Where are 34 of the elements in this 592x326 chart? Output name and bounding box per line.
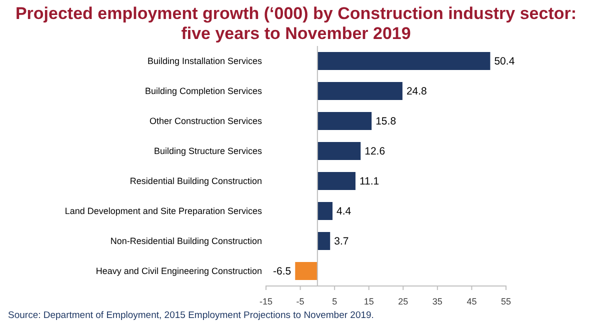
bar — [317, 52, 490, 70]
data-label: 24.8 — [406, 86, 428, 98]
y-tick-label: Building Completion Services — [144, 86, 262, 96]
y-tick-label: Building Installation Services — [147, 56, 262, 66]
chart-title: Projected employment growth (‘000) by Construction industry sector: five years to November 2019 — [14, 4, 578, 44]
bar — [317, 232, 330, 250]
data-label: 11.1 — [359, 176, 380, 188]
x-tick-label: 45 — [466, 296, 477, 306]
data-label: 3.7 — [334, 236, 349, 248]
bar — [317, 142, 361, 160]
data-label: 15.8 — [376, 116, 396, 128]
x-tick-label: 55 — [500, 296, 512, 306]
bar — [317, 172, 356, 190]
data-label: 50.4 — [494, 56, 515, 68]
y-tick-label: Non-Residential Building Construction — [110, 236, 262, 246]
data-label: 4.4 — [336, 206, 352, 218]
y-tick-label: Building Structure Services — [154, 146, 262, 156]
bar — [317, 82, 402, 100]
bar — [295, 262, 318, 280]
data-label: 12.6 — [364, 146, 386, 158]
bar — [317, 202, 333, 220]
x-tick-label: -15 — [259, 296, 273, 306]
y-tick-label: Heavy and Civil Engineering Construction — [96, 266, 262, 276]
y-tick-label: Other Construction Services — [149, 116, 262, 126]
x-tick-label: -5 — [296, 296, 304, 306]
data-label: -6.5 — [273, 266, 292, 278]
x-tick-label: 15 — [364, 296, 374, 306]
y-tick-label: Residential Building Construction — [130, 176, 262, 186]
y-tick-label: Land Development and Site Preparation Services — [64, 206, 262, 216]
x-tick-label: 25 — [398, 296, 408, 306]
x-tick-label: 5 — [332, 296, 338, 306]
source-note: Source: Department of Employment, 2015 Employment Projections to November 2019. — [8, 310, 374, 321]
bar — [317, 112, 372, 130]
x-tick-label: 35 — [432, 296, 442, 306]
